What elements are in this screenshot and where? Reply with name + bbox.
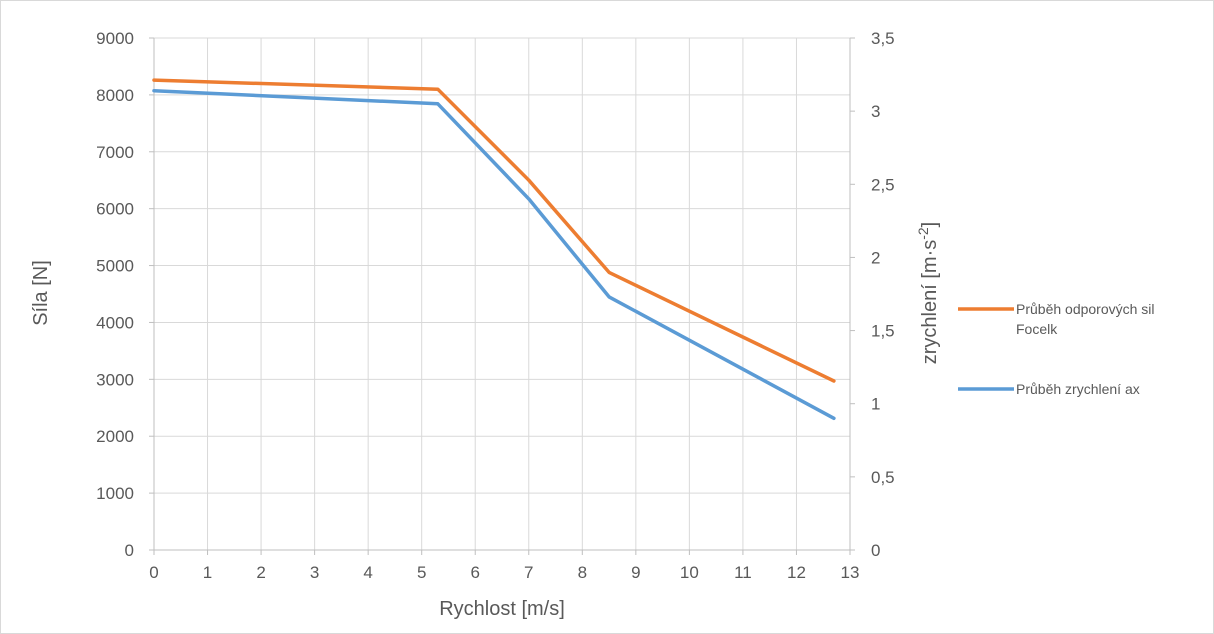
y-left-tick-label: 2000 [96,427,134,446]
y-right-tick-label: 3 [871,102,880,121]
y-left-tick-label: 5000 [96,257,134,276]
y-right-tick-label: 2 [871,248,880,267]
y-right-tick-label: 0 [871,541,880,560]
x-tick-label: 8 [578,563,587,582]
series-line-1 [152,78,836,383]
y-right-tick-label: 2,5 [871,175,895,194]
tick-labels: 0 1 2 3 4 5 6 7 8 9 10 11 12 130100020003000400050006… [96,29,894,582]
y-left-tick-label: 8000 [96,86,134,105]
x-tick-label: 2 [256,563,265,582]
y-right-tick-label: 1,5 [871,322,895,341]
x-tick-label: 3 [310,563,319,582]
x-tick-label: 0 [149,563,158,582]
y-axis-right-title: zrychlení [m·s-2] [915,222,941,364]
y-left-tick-label: 9000 [96,29,134,48]
legend-label-1: Průběh odporových sil Focelk [1016,301,1155,337]
y-right-tick-label: 3,5 [871,29,895,48]
x-axis-title: Rychlost [m/s] [439,598,565,620]
x-tick-label: 13 [841,563,860,582]
y-left-tick-label: 3000 [96,370,134,389]
y-left-tick-label: 6000 [96,200,134,219]
x-tick-label: 6 [470,563,479,582]
x-tick-label: 12 [787,563,806,582]
y-left-tick-label: 1000 [96,484,134,503]
x-tick-label: 1 [203,563,212,582]
x-tick-label: 7 [524,563,533,582]
y-axis-left-title: Síla [N] [30,260,52,326]
x-tick-label: 11 [734,563,752,582]
x-tick-label: 4 [363,563,372,582]
y-right-tick-label: 0,5 [871,468,895,487]
legend: Průběh odporových sil Focelk Průběh zrychl… [958,301,1155,397]
series-line-2 [152,88,836,421]
legend-label-2: Průběh zrychlení ax [1016,381,1140,397]
y-left-tick-label: 7000 [96,143,134,162]
y-left-tick-label: 4000 [96,313,134,332]
x-tick-label: 5 [417,563,426,582]
y-right-tick-label: 1 [871,395,880,414]
axes [149,37,855,555]
series-lines [152,78,836,421]
x-tick-label: 10 [680,563,699,582]
grid [153,37,851,551]
y-left-tick-label: 0 [125,541,134,560]
x-tick-label: 9 [631,563,640,582]
